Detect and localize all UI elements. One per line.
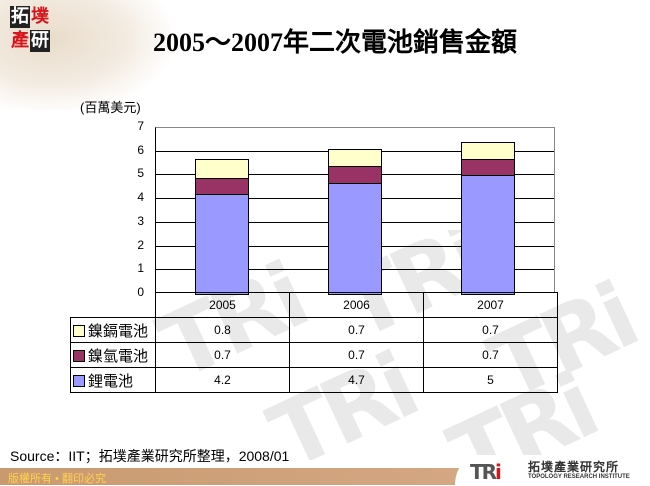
table-cell: 0.7	[289, 317, 424, 343]
y-tick-label: 0	[137, 285, 144, 299]
table-row: 鋰電池 4.2 4.7 5	[70, 367, 558, 393]
chart-data-table: 2005 2006 2007 鎳鎘電池 0.8 0.7 0.7 鎳氫電池 0.7…	[70, 292, 558, 393]
category-2006: 2006	[289, 292, 424, 318]
company-logo: 拓 墣 產 研	[10, 6, 50, 54]
logo-char: 墣	[31, 6, 49, 27]
legend-swatch-icon	[73, 324, 85, 337]
y-axis-unit-label: (百萬美元)	[80, 100, 141, 115]
bar-segment	[194, 194, 249, 295]
table-cell: 0.8	[155, 317, 290, 343]
table-row: 鎳氫電池 0.7 0.7 0.7	[70, 342, 558, 368]
bar-2006	[328, 128, 382, 295]
brand-name-en: TOPOLOGY RESEARCH INSTITUTE	[528, 474, 630, 480]
table-cell: 0.7	[423, 342, 558, 368]
legend-cell: 鋰電池	[70, 367, 156, 393]
table-cell: 4.2	[155, 367, 290, 393]
legend-swatch-icon	[73, 374, 85, 387]
tri-logo-icon: TRi	[470, 460, 502, 484]
legend-swatch-icon	[73, 349, 85, 362]
y-tick-label: 6	[137, 142, 144, 157]
y-tick-label: 3	[137, 213, 144, 228]
logo-char: 拓	[10, 6, 30, 28]
series-label: 鋰電池	[88, 372, 134, 390]
brand-badge	[455, 455, 650, 485]
y-tick-label: 5	[137, 166, 144, 181]
table-header-row: 2005 2006 2007	[71, 292, 558, 318]
series-label: 鎳氫電池	[88, 347, 149, 365]
page-title: 2005～2007年二次電池銷售金額	[152, 28, 517, 57]
legend-cell: 鎳鎘電池	[70, 317, 156, 343]
bar-segment	[194, 158, 249, 179]
table-cell: 0.7	[423, 317, 558, 343]
bar-2005	[194, 128, 249, 295]
category-2007: 2007	[423, 292, 558, 318]
category-2005: 2005	[155, 292, 290, 318]
table-row: 鎳鎘電池 0.8 0.7 0.7	[70, 317, 558, 343]
table-cell: 0.7	[155, 342, 290, 368]
table-cell: 5	[423, 367, 558, 393]
copyright-text: 版權所有 • 翻印必究	[8, 473, 106, 485]
bar-segment	[461, 175, 516, 295]
bar-2007	[461, 128, 516, 295]
bar-segment	[328, 149, 382, 167]
y-tick-label: 7	[137, 119, 144, 133]
bar-segment	[461, 142, 516, 160]
bar-segment	[194, 177, 249, 196]
y-tick-label: 1	[137, 261, 144, 276]
y-tick-label: 4	[137, 190, 144, 205]
brand-name-cn: 拓墣產業研究所	[528, 460, 620, 474]
logo-char: 產	[11, 30, 29, 51]
logo-char: 研	[30, 30, 50, 52]
bar-segment	[328, 182, 382, 295]
legend-cell: 鎳氫電池	[70, 342, 156, 368]
y-tick-label: 2	[137, 237, 144, 252]
table-cell: 4.7	[289, 367, 424, 393]
table-cell: 0.7	[289, 342, 424, 368]
series-label: 鎳鎘電池	[88, 322, 149, 340]
bar-segment	[328, 165, 382, 184]
source-note: Source：IIT；拓墣產業研究所整理，2008/01	[10, 448, 290, 464]
bar-segment	[461, 158, 516, 177]
chart-plot-area	[155, 127, 555, 295]
